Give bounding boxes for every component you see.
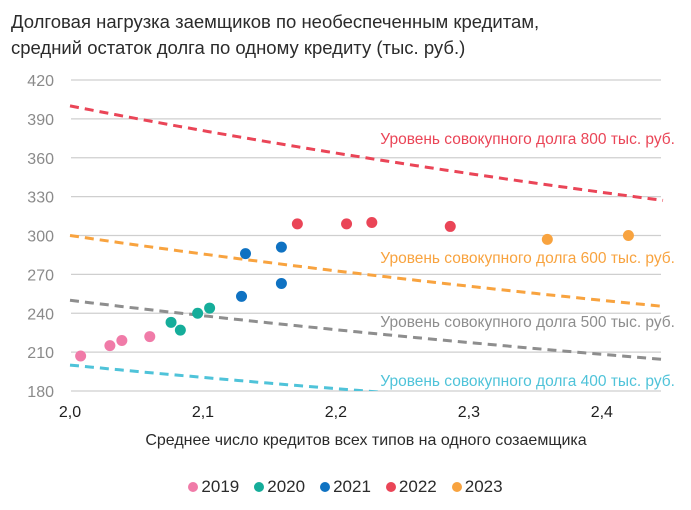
data-point-2020 — [192, 307, 204, 319]
x-tick-label: 2,0 — [59, 404, 81, 421]
grid-lines — [71, 79, 661, 392]
legend-label: 2022 — [398, 477, 437, 496]
legend-marker — [188, 482, 199, 492]
x-tick-label: 2,2 — [325, 404, 347, 421]
reference-curve-label-500: Уровень совокупного долга 500 тыс. руб. — [380, 314, 675, 331]
legend-item-2021: 2021 — [320, 477, 371, 497]
legend-item-2022: 2022 — [385, 477, 437, 497]
data-point-2022 — [366, 217, 378, 229]
reference-curve-800 — [69, 104, 664, 202]
x-axis-label: Среднее число кредитов всех типов на одн… — [145, 432, 586, 449]
legend-marker — [451, 482, 462, 492]
chart-title: Долговая нагрузка заемщиков по необеспеч… — [11, 11, 540, 32]
y-axis-ticks: 180 210 240 270 300 330 360 390 420 — [27, 73, 54, 401]
y-tick-label: 420 — [27, 73, 54, 90]
y-tick-label: 210 — [27, 345, 54, 362]
y-tick-label: 300 — [27, 229, 54, 246]
y-tick-label: 360 — [27, 151, 54, 168]
data-point-2020 — [204, 302, 216, 314]
y-tick-label: 180 — [27, 384, 54, 401]
data-point-2021 — [236, 290, 248, 302]
reference-curve-labels: Уровень совокупного долга 800 тыс. руб. У… — [380, 131, 675, 390]
scatter-chart: 180 210 240 270 300 330 360 390 420 2,0 2,1 2,2 2,3… — [27, 73, 675, 449]
data-point-2023 — [622, 230, 634, 241]
x-tick-label: 2,4 — [591, 404, 613, 421]
legend-item-2020: 2020 — [254, 477, 305, 497]
reference-curve-label-600: Уровень совокупного долга 600 тыс. руб. — [380, 250, 675, 267]
chart-subtitle: средний остаток долга по одному кредиту … — [11, 37, 466, 58]
reference-curve-label-400: Уровень совокупного долга 400 тыс. руб. — [380, 373, 675, 390]
data-point-2019 — [75, 350, 87, 362]
data-point-2022 — [291, 218, 303, 230]
legend-marker — [320, 482, 331, 492]
legend-label: 2019 — [201, 477, 240, 496]
data-points — [75, 217, 634, 362]
x-tick-label: 2,1 — [192, 404, 214, 421]
data-point-2020 — [165, 316, 177, 328]
data-point-2023 — [541, 233, 553, 245]
x-tick-label: 2,3 — [458, 404, 480, 421]
y-tick-label: 240 — [27, 306, 54, 323]
data-point-2021 — [275, 241, 287, 253]
data-point-2020 — [174, 324, 186, 336]
legend: 2019 2020 2021 2022 2023 — [0, 477, 691, 497]
data-point-2021 — [240, 248, 252, 260]
reference-curve-600 — [69, 234, 664, 308]
data-point-2019 — [144, 331, 156, 343]
legend-marker — [254, 482, 265, 492]
y-tick-label: 330 — [27, 190, 54, 207]
data-point-2019 — [104, 340, 116, 352]
legend-label: 2020 — [267, 477, 306, 496]
legend-item-2019: 2019 — [188, 477, 239, 497]
data-point-2022 — [341, 218, 353, 230]
reference-curve-label-800: Уровень совокупного долга 800 тыс. руб. — [380, 131, 675, 148]
x-axis-ticks: 2,0 2,1 2,2 2,3 2,4 — [59, 404, 613, 421]
legend-marker — [385, 482, 396, 492]
reference-curves — [69, 104, 664, 391]
chart-title-block: Долговая нагрузка заемщиков по необеспеч… — [11, 9, 539, 61]
legend-label: 2021 — [333, 477, 371, 496]
y-tick-label: 390 — [27, 112, 54, 129]
data-point-2019 — [116, 334, 128, 346]
legend-item-2023: 2023 — [451, 477, 503, 497]
reference-curve-500 — [69, 298, 664, 361]
legend-label: 2023 — [464, 477, 503, 496]
y-tick-label: 270 — [27, 267, 54, 284]
data-point-2022 — [444, 220, 456, 232]
data-point-2021 — [275, 277, 287, 289]
